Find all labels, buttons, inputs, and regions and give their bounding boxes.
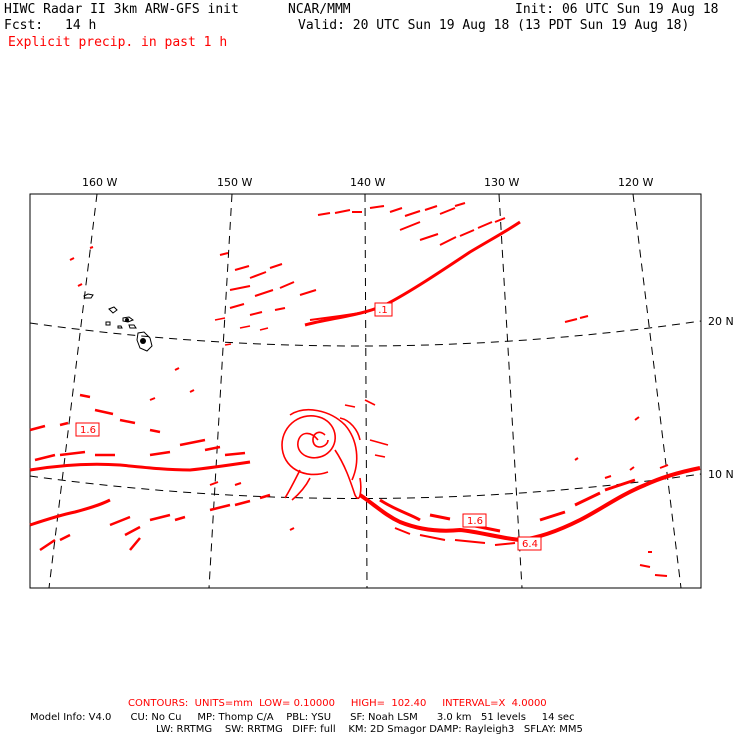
parallel-20n (29, 320, 702, 347)
field-title: Explicit precip. in past 1 h (8, 35, 228, 50)
hawaii-coast (83, 293, 153, 352)
lon-label-150w: 150 W (217, 176, 253, 189)
hawaii-fill (125, 318, 146, 344)
model-info-line1: Model Info: V4.0 CU: No Cu MP: Thomp C/A… (30, 712, 575, 723)
contour-label: 1.6 (80, 425, 96, 436)
meridian-130w (498, 193, 523, 589)
meridian-140w (364, 193, 368, 589)
init-time: Init: 06 UTC Sun 19 Aug 18 (515, 2, 719, 17)
org-label: NCAR/MMM (288, 2, 351, 17)
meridian-160w (48, 193, 98, 589)
lat-label-20n: 20 N (708, 315, 734, 328)
lat-label-10n: 10 N (708, 468, 734, 481)
model-info-line2: LW: RRTMG SW: RRTMG DIFF: full KM: 2D Sm… (156, 724, 583, 735)
meridian-120w (632, 193, 682, 589)
hurricane-spiral (281, 399, 389, 501)
precip-areas (29, 202, 701, 577)
lon-label-160w: 160 W (82, 176, 118, 189)
lon-label-120w: 120 W (618, 176, 654, 189)
contour-label: 1.6 (467, 516, 483, 527)
forecast-hour: 14 h (65, 18, 97, 33)
forecast-label: Fcst: (4, 18, 44, 33)
contour-info: CONTOURS: UNITS=mm LOW= 0.10000 HIGH= 10… (128, 698, 547, 709)
model-title: HIWC Radar II 3km ARW-GFS init (4, 2, 239, 17)
lon-label-130w: 130 W (484, 176, 520, 189)
meridian-150w (208, 193, 233, 589)
parallel-10n (29, 473, 702, 499)
graticule (29, 193, 702, 589)
contour-label: 6.4 (522, 539, 538, 550)
valid-time: Valid: 20 UTC Sun 19 Aug 18 (13 PDT Sun … (298, 18, 690, 33)
contour-labels: .1 1.6 1.6 6.4 (75, 302, 542, 551)
contour-label: .1 (378, 305, 388, 316)
lon-label-140w: 140 W (350, 176, 386, 189)
